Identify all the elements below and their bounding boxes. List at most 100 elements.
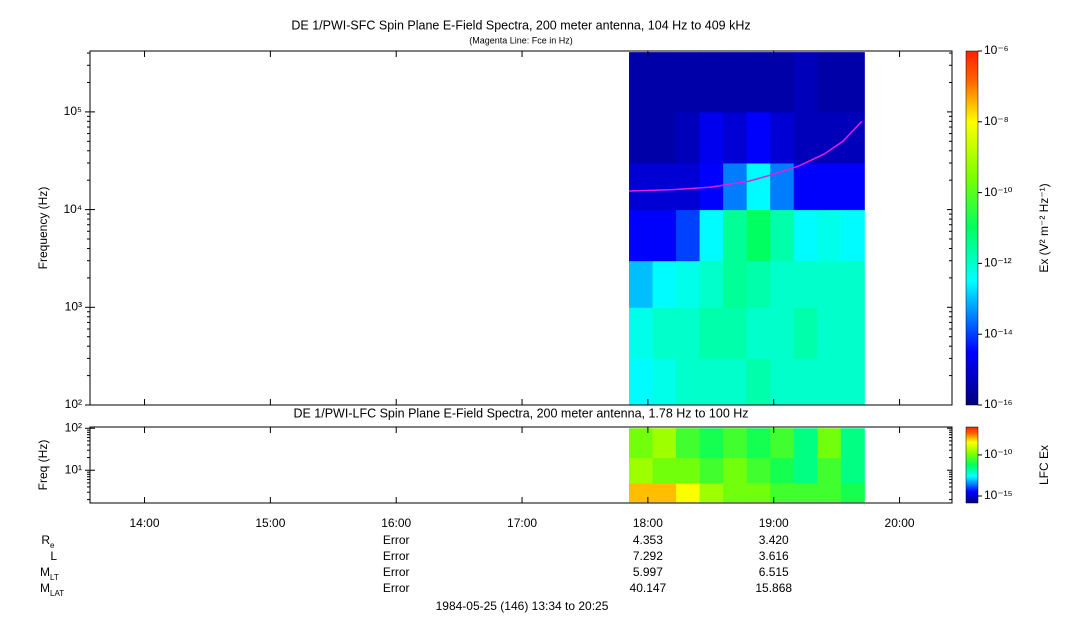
spectrogram-cell [629, 209, 654, 262]
spectrogram-cell [652, 260, 677, 308]
x-tick-label: 20:00 [885, 516, 915, 530]
spectrogram-cell [723, 162, 748, 211]
spectrogram-cell [676, 482, 701, 503]
spectrogram-cell [817, 260, 842, 308]
spectrogram-cell [746, 209, 771, 262]
spectrogram-cell [723, 457, 748, 484]
x-tick-label: 17:00 [507, 516, 537, 530]
colorbar [965, 426, 979, 504]
plot-area [629, 428, 865, 503]
spectrogram-cell [770, 482, 795, 503]
spectrogram-cell [723, 428, 748, 459]
spectrogram-cell [676, 162, 701, 211]
spectrogram-cell [629, 428, 654, 459]
ephemeris-label: M [40, 581, 50, 595]
spectrogram-cell [699, 52, 724, 113]
x-tick-label: 18:00 [633, 516, 663, 530]
spectrogram-cell [770, 307, 795, 359]
spectrogram-cell [746, 52, 771, 113]
ephemeris-value: 3.420 [759, 533, 789, 547]
colorbar-tick-label: 10⁻¹⁰ [984, 185, 1013, 199]
ephemeris-value: Error [383, 549, 410, 563]
spectrogram-cell [652, 457, 677, 484]
colorbar-tick-label: 10⁻¹⁰ [984, 447, 1013, 461]
spectrogram-cell [770, 52, 795, 113]
ephemeris-value: 40.147 [630, 581, 667, 595]
spectrogram-cell [652, 162, 677, 211]
spectrogram-cell [770, 209, 795, 262]
spectrogram-cell [817, 457, 842, 484]
spectrogram-cell [770, 358, 795, 405]
spectrogram-cell [629, 52, 654, 113]
spectrogram-cell [793, 209, 818, 262]
spectrogram-cell [723, 358, 748, 405]
x-tick-label: 14:00 [130, 516, 160, 530]
spectrogram-cell [652, 358, 677, 405]
ephemeris-label: M [40, 565, 50, 579]
spectrogram-cell [840, 162, 865, 211]
fce-line [628, 120, 863, 192]
spectrogram-cell [652, 209, 677, 262]
ephemeris-label-sub: LT [50, 573, 59, 582]
spectrogram-cell [840, 307, 865, 359]
y-tick-label: 10⁴ [63, 202, 82, 216]
spectrogram-cell [699, 111, 724, 164]
spectrogram-cell [817, 428, 842, 459]
spectrogram-cell [817, 307, 842, 359]
spectrogram-cell [770, 111, 795, 164]
spectrogram-cell [746, 162, 771, 211]
y-tick-label: 10⁵ [64, 104, 82, 118]
spectrogram-cell [746, 307, 771, 359]
spectrogram-cell [676, 307, 701, 359]
spectrogram-cell [793, 111, 818, 164]
chart-title: DE 1/PWI-SFC Spin Plane E-Field Spectra,… [291, 18, 750, 32]
y-tick-label: 10¹ [65, 462, 82, 476]
spectrogram-cell [629, 260, 654, 308]
plot-area [628, 52, 865, 405]
y-tick-label: 10² [65, 420, 82, 434]
x-tick-label: 15:00 [255, 516, 285, 530]
spectrogram-cell [699, 482, 724, 503]
spectrogram-cell [676, 457, 701, 484]
spectrogram-cell [723, 307, 748, 359]
spectrogram-cell [817, 482, 842, 503]
spectrogram-cell [699, 260, 724, 308]
spectrogram-cell [676, 111, 701, 164]
spectrogram-cell [840, 260, 865, 308]
spectrogram-cell [817, 52, 842, 113]
spectrogram-cell [676, 52, 701, 113]
spectrogram-cell [723, 52, 748, 113]
spectrogram-cell [840, 482, 865, 503]
spectrogram-cell [629, 162, 654, 211]
spectrogram-cell [699, 428, 724, 459]
spectrogram-cell [746, 111, 771, 164]
footer: 1984-05-25 (146) 13:34 to 20:25 [436, 599, 609, 613]
spectrogram-cell [699, 307, 724, 359]
ephemeris-label: L [50, 549, 57, 563]
colorbar-tick-label: 10⁻¹² [984, 256, 1012, 270]
spectrogram-cell [676, 260, 701, 308]
spectrogram-cell [817, 162, 842, 211]
spectrogram-cell [652, 111, 677, 164]
ephemeris-value: 4.353 [633, 533, 663, 547]
chart-subtitle: (Magenta Line: Fce in Hz) [469, 35, 573, 45]
spectrogram-cell [629, 482, 654, 503]
spectrogram-cell [629, 358, 654, 405]
spectrogram-cell [746, 358, 771, 405]
plot-frame [89, 426, 953, 504]
colorbar-tick-label: 10⁻⁶ [984, 43, 1009, 57]
spectrogram-cell [840, 457, 865, 484]
spectrogram-cell [746, 482, 771, 503]
colorbar-tick-label: 10⁻¹⁶ [984, 397, 1013, 411]
spectrogram-cell [652, 52, 677, 113]
spectrogram-cell [770, 428, 795, 459]
spectrogram-cell [770, 162, 795, 211]
ephemeris-value: Error [383, 565, 410, 579]
y-tick-label: 10² [65, 397, 82, 411]
ephemeris-value: 6.515 [759, 565, 789, 579]
spectrogram-cell [652, 307, 677, 359]
spectrogram-cell [629, 457, 654, 484]
spectrogram-cell [723, 482, 748, 503]
colorbar-tick-label: 10⁻⁸ [984, 114, 1009, 128]
